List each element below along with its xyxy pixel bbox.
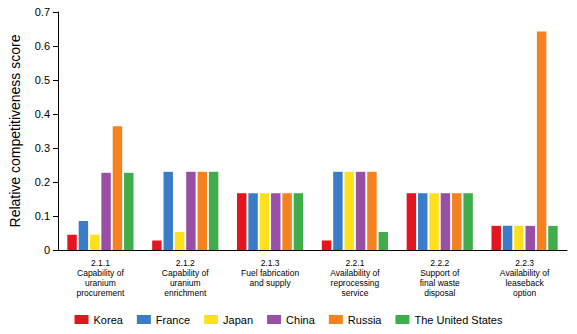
svg-text:0.6: 0.6	[35, 40, 50, 52]
svg-text:Fuel fabrication: Fuel fabrication	[241, 268, 299, 278]
svg-text:2.1.1: 2.1.1	[91, 258, 110, 268]
svg-text:leaseback: leaseback	[505, 278, 544, 288]
svg-text:uranium: uranium	[85, 278, 116, 288]
svg-text:China: China	[286, 314, 316, 326]
svg-text:service: service	[341, 288, 368, 298]
svg-text:procurement: procurement	[77, 288, 125, 298]
svg-text:0.4: 0.4	[35, 108, 50, 120]
svg-text:disposal: disposal	[424, 288, 455, 298]
svg-text:uranium: uranium	[170, 278, 201, 288]
svg-text:2.2.3: 2.2.3	[515, 258, 534, 268]
svg-text:Japan: Japan	[223, 314, 253, 326]
svg-text:Availability of: Availability of	[330, 268, 380, 278]
svg-text:Relative competitiveness score: Relative competitiveness score	[7, 34, 23, 227]
svg-text:0.1: 0.1	[35, 210, 50, 222]
svg-text:Capability of: Capability of	[162, 268, 209, 278]
svg-text:France: France	[156, 314, 190, 326]
svg-text:and supply: and supply	[250, 278, 292, 288]
svg-text:0.7: 0.7	[35, 6, 50, 18]
svg-text:2.1.3: 2.1.3	[261, 258, 280, 268]
svg-text:0: 0	[44, 244, 50, 256]
svg-text:reprocessing: reprocessing	[331, 278, 380, 288]
svg-text:enrichment: enrichment	[164, 288, 207, 298]
svg-text:2.2.2: 2.2.2	[430, 258, 449, 268]
svg-text:Support of: Support of	[420, 268, 460, 278]
svg-text:Capability of: Capability of	[77, 268, 124, 278]
svg-text:Korea: Korea	[94, 314, 124, 326]
svg-text:2.2.1: 2.2.1	[345, 258, 364, 268]
svg-text:Availability of: Availability of	[500, 268, 550, 278]
svg-text:0.2: 0.2	[35, 176, 50, 188]
svg-text:0.5: 0.5	[35, 74, 50, 86]
svg-text:The United States: The United States	[414, 314, 503, 326]
svg-text:2.1.2: 2.1.2	[176, 258, 195, 268]
svg-text:0.3: 0.3	[35, 142, 50, 154]
svg-text:Russia: Russia	[348, 314, 383, 326]
svg-text:option: option	[513, 288, 536, 298]
svg-text:final waste: final waste	[420, 278, 460, 288]
